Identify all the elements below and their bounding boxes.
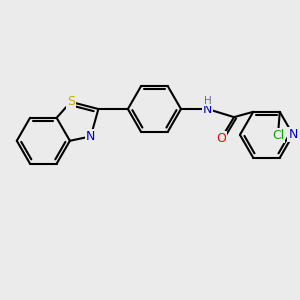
Text: N: N <box>288 128 298 141</box>
Text: N: N <box>86 130 95 143</box>
Text: H: H <box>204 96 212 106</box>
Text: O: O <box>216 132 226 145</box>
Text: Cl: Cl <box>272 129 284 142</box>
Text: S: S <box>67 95 75 108</box>
Text: N: N <box>203 103 212 116</box>
